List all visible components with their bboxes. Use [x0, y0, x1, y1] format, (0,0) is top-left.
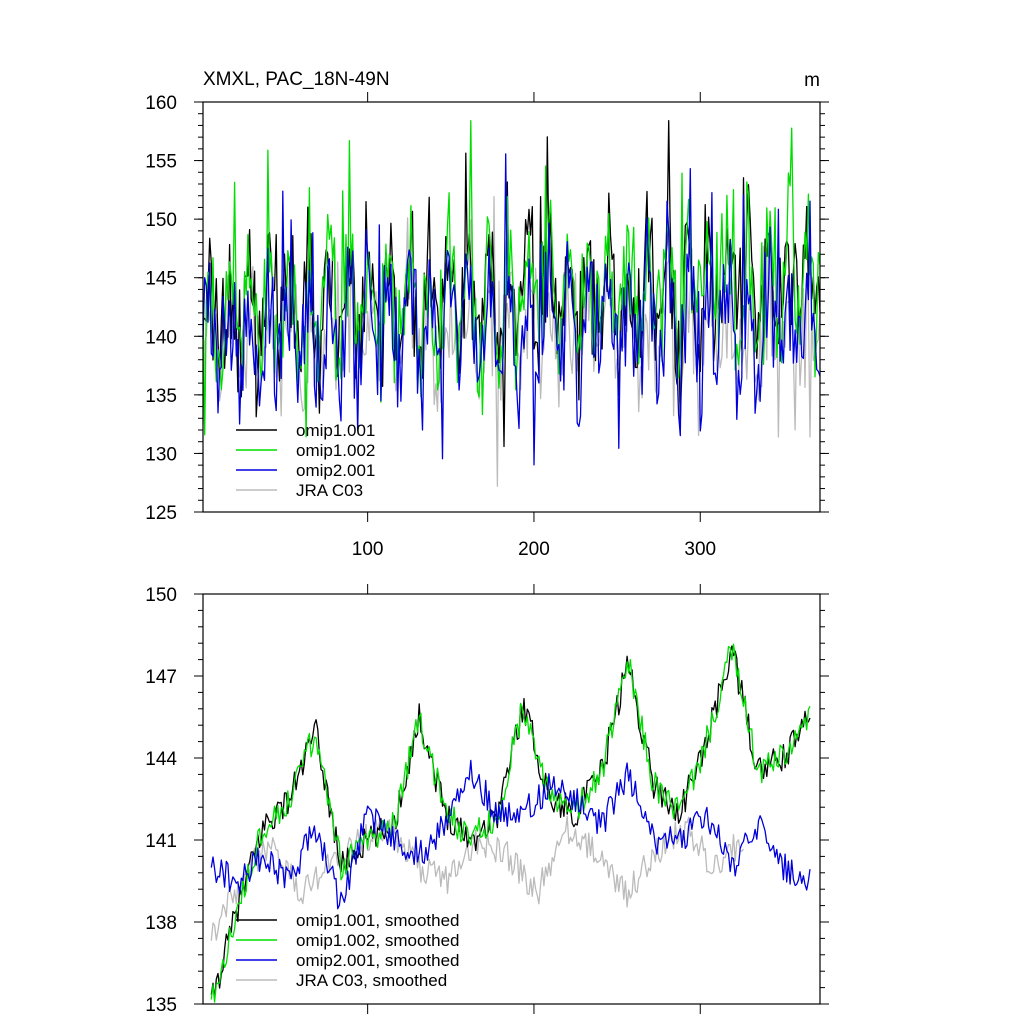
y-tick-label: 145 [145, 269, 177, 290]
top-axes: 125 130 135 140 145 150 155 160 100 200 300 [145, 92, 829, 560]
series-line-2 [202, 153, 821, 466]
top-panel-title: XMXL, PAC_18N-49N [203, 69, 390, 90]
legend-label: JRA C03, smoothed [296, 971, 447, 990]
top-series-group [202, 120, 821, 487]
y-tick-label: 160 [145, 93, 177, 114]
y-tick-label: 155 [145, 152, 177, 173]
smoothed-line-2 [210, 759, 811, 910]
x-tick-label: 200 [518, 539, 550, 560]
x-tick-label: 100 [352, 539, 384, 560]
legend-label: JRA C03 [296, 481, 363, 500]
legend-label: omip1.001, smoothed [296, 911, 460, 930]
smoothed-line-3 [210, 815, 745, 941]
plot-frame [202, 593, 821, 1005]
y-tick-label: 125 [145, 503, 177, 524]
bottom-series-group [210, 643, 811, 1003]
top-panel-units: m [804, 70, 820, 91]
legend-label: omip1.002, smoothed [296, 931, 460, 950]
legend-label: omip2.001 [296, 461, 375, 480]
y-tick-label: 150 [145, 585, 177, 606]
x-tick-label: 300 [684, 539, 716, 560]
y-tick-label: 130 [145, 444, 177, 465]
smoothed-line-1 [210, 643, 811, 1003]
y-tick-label: 135 [145, 995, 177, 1016]
top-panel: XMXL, PAC_18N-49N m 125 130 135 140 145 150 15… [145, 69, 829, 560]
bottom-axes: 135 138 141 144 147 150 [145, 584, 829, 1016]
series-line-1 [202, 120, 821, 438]
y-tick-label: 140 [145, 327, 177, 348]
y-tick-label: 141 [145, 831, 177, 852]
y-tick-label: 147 [145, 667, 177, 688]
y-tick-label: 135 [145, 386, 177, 407]
y-tick-label: 138 [145, 913, 177, 934]
legend-label: omip1.001 [296, 421, 375, 440]
legend-label: omip1.002 [296, 441, 375, 460]
y-tick-label: 144 [145, 749, 177, 770]
legend-label: omip2.001, smoothed [296, 951, 460, 970]
y-tick-label: 150 [145, 210, 177, 231]
plot-frame [202, 101, 821, 513]
